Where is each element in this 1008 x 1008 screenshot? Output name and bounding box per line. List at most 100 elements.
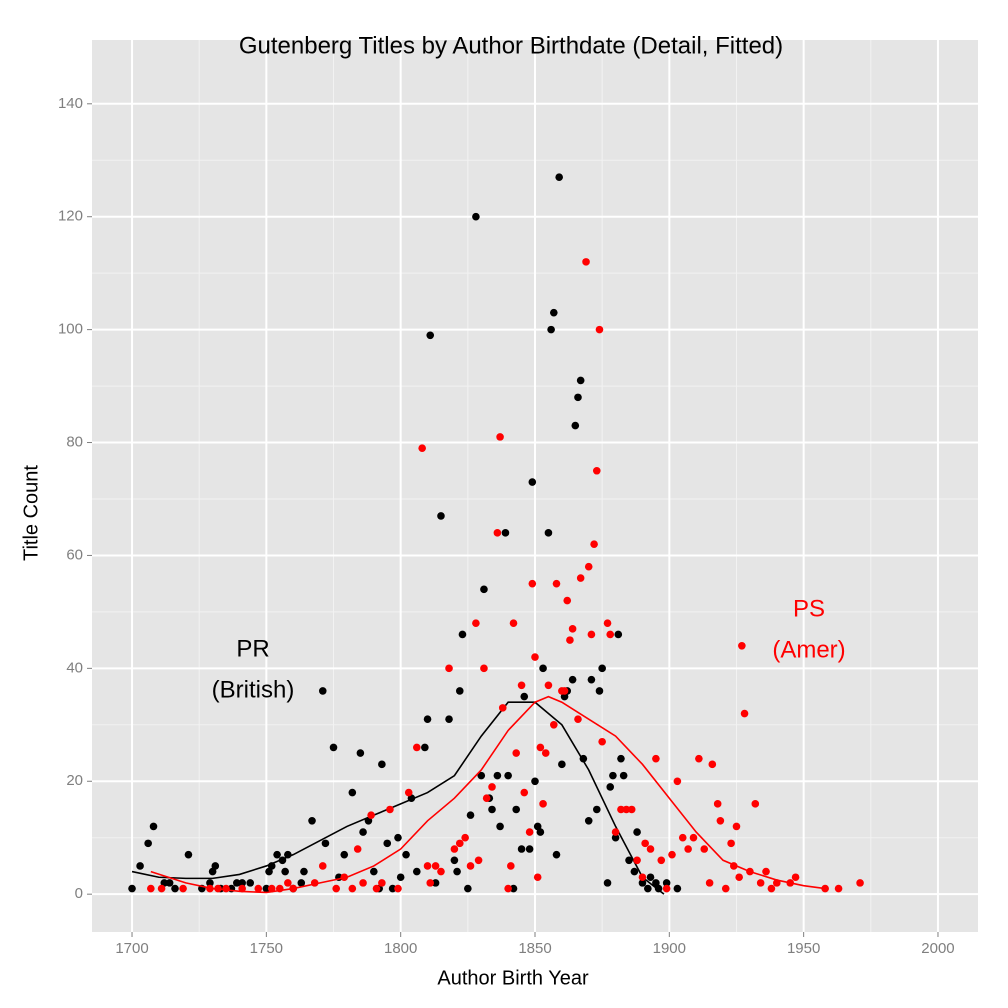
point — [603, 879, 612, 887]
point — [740, 709, 749, 718]
point — [184, 850, 193, 859]
y-axis-title: Title Count — [20, 465, 42, 561]
point — [297, 879, 306, 887]
point — [450, 845, 459, 853]
point — [695, 754, 703, 763]
point — [267, 884, 276, 893]
fit-line — [131, 701, 665, 895]
point — [246, 879, 255, 887]
point — [498, 704, 507, 712]
point — [211, 862, 220, 870]
point — [762, 867, 770, 876]
point — [466, 862, 475, 870]
point — [603, 619, 612, 627]
y-tick-label: 140 — [58, 95, 83, 112]
point — [160, 879, 169, 887]
point — [721, 884, 730, 893]
point — [412, 743, 421, 752]
point — [353, 845, 362, 853]
x-tick-label: 1900 — [653, 940, 686, 957]
x-tick-label: 1850 — [518, 940, 551, 957]
point — [550, 721, 558, 729]
point — [426, 331, 435, 340]
point — [544, 529, 553, 537]
point — [179, 884, 187, 893]
point — [619, 771, 628, 780]
point — [233, 879, 241, 887]
point — [550, 308, 558, 317]
annotation: PR — [236, 635, 269, 662]
point — [404, 788, 413, 797]
point — [383, 839, 392, 848]
point — [856, 879, 864, 887]
point — [662, 884, 671, 893]
point — [493, 771, 502, 780]
point — [531, 653, 539, 661]
point — [329, 743, 338, 752]
point — [646, 873, 655, 882]
point — [367, 811, 375, 819]
point — [587, 675, 596, 684]
point — [359, 879, 367, 887]
point — [128, 884, 136, 893]
point — [359, 828, 367, 836]
point — [611, 833, 620, 842]
point — [552, 579, 561, 588]
point — [455, 687, 464, 695]
point — [265, 867, 273, 876]
point — [590, 540, 598, 548]
point — [531, 777, 539, 786]
point — [587, 630, 596, 639]
point — [627, 805, 636, 814]
point — [539, 664, 547, 673]
annotation: PS — [793, 595, 825, 622]
point — [356, 749, 365, 757]
point — [437, 867, 445, 876]
point — [606, 783, 615, 791]
point — [136, 862, 144, 870]
point — [751, 800, 760, 808]
point — [617, 754, 625, 763]
point — [482, 794, 491, 802]
point — [684, 845, 692, 853]
point — [431, 879, 440, 887]
point — [595, 687, 604, 695]
y-tick-label: 0 — [75, 885, 83, 902]
point — [625, 856, 633, 865]
point — [536, 743, 545, 752]
y-tick-label: 80 — [66, 433, 83, 450]
point — [539, 800, 547, 808]
x-tick-label: 1750 — [250, 940, 283, 957]
point — [834, 884, 843, 893]
point — [509, 619, 518, 627]
point — [206, 879, 214, 887]
point — [595, 325, 604, 334]
point — [566, 636, 574, 644]
point — [568, 625, 577, 633]
y-tick-label: 60 — [66, 546, 83, 563]
point — [633, 856, 641, 865]
point — [662, 879, 671, 887]
point — [732, 822, 741, 831]
point — [552, 850, 561, 859]
point — [348, 884, 357, 893]
point — [348, 788, 357, 797]
point — [652, 754, 660, 763]
point — [378, 760, 386, 769]
point — [437, 512, 445, 520]
point — [520, 692, 529, 701]
point — [480, 664, 488, 673]
point — [386, 805, 394, 814]
x-tick-label: 1700 — [115, 940, 148, 957]
point — [525, 845, 534, 853]
point — [633, 828, 641, 836]
point — [501, 529, 510, 537]
point — [455, 839, 464, 848]
point — [300, 867, 308, 876]
point — [208, 867, 217, 876]
point — [464, 884, 472, 893]
point — [652, 879, 660, 887]
point — [638, 879, 647, 887]
point — [563, 596, 572, 605]
point — [394, 833, 402, 842]
